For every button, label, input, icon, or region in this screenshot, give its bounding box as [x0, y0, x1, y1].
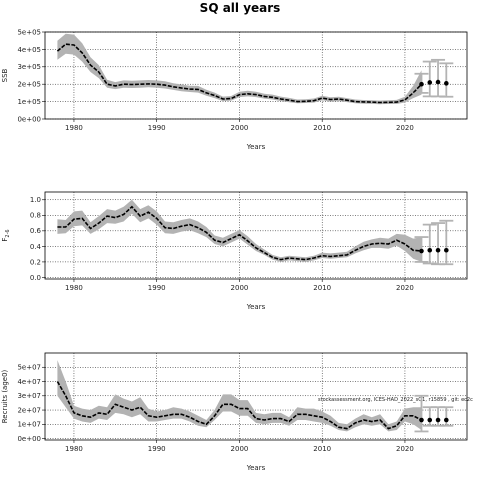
fbar-confidence-band [57, 199, 422, 262]
ssb-estimate-line [56, 43, 423, 104]
ssb-xlabel: Years [246, 143, 266, 151]
recruitment-panel: 1980 1990 2000 2010 2020 0e+00 1e+07 2e+07 3e+07… [1, 352, 468, 472]
fbar-xtick-label: 2010 [313, 284, 331, 292]
fbar-projection-point [444, 247, 449, 253]
fbar-xtick-label: 1990 [148, 284, 166, 292]
recruitment-ytick-label: 2e+07 [17, 406, 41, 414]
ssb-panel: 1980 1990 2000 2010 2020 0e+00 1e+05 2e+05 3e+05… [1, 28, 468, 151]
fbar-xtick-label: 1980 [65, 284, 83, 292]
recruitment-xtick-label: 2000 [231, 445, 249, 453]
fbar-xlabel: Years [246, 303, 266, 311]
recruitment-ytick-label: 0e+00 [17, 435, 41, 443]
fbar-ytick-label: 0.8 [30, 212, 41, 220]
ssb-projection-point [444, 81, 449, 86]
fbar-axes-frame [44, 191, 468, 280]
ssb-ytick-label: 4e+05 [17, 46, 41, 54]
ssb-ytick-label: 0e+00 [17, 115, 41, 123]
ssb-xtick-label: 1990 [148, 124, 166, 132]
recruitment-xlabel: Years [246, 464, 266, 472]
recruitment-ytick-label: 5e+07 [17, 364, 41, 372]
fbar-projection-point [419, 248, 424, 254]
fbar-ytick-label: 0.6 [30, 227, 42, 235]
credit-text: stockassessment.org, ICES-HAD_2022_sQ1, … [318, 397, 473, 403]
fbar-ytick-label: 1.0 [30, 196, 41, 204]
ssb-xtick-label: 1980 [65, 124, 83, 132]
recruitment-estimate-line [56, 381, 422, 430]
ssb-xtick-label: 2020 [396, 124, 414, 132]
recruitment-projection-point [427, 417, 433, 423]
fbar-projection-point [427, 247, 433, 253]
ssb-ytick-label: 3e+05 [17, 63, 41, 71]
fbar-estimate-line [57, 205, 422, 261]
fbar-ylabel-subscript: 2-6 [5, 229, 11, 237]
fbar-projection-point [435, 247, 441, 253]
ssb-ytick-label: 5e+05 [17, 28, 41, 36]
fbar-xtick-label: 2020 [396, 284, 414, 292]
recruitment-xtick-label: 2010 [313, 445, 331, 453]
recruitment-axes-frame [44, 352, 468, 441]
fbar-ylabel-main: F [1, 238, 9, 242]
recruitment-confidence-band [57, 360, 422, 432]
ssb-projection-point [427, 80, 433, 85]
fbar-panel: 1980 1990 2000 2010 2020 0.0 0.2 0.4 0.6 0.8 1.0 Ye… [1, 191, 468, 311]
fbar-ylabel: F2-6 [1, 229, 11, 241]
ssb-confidence-band [57, 33, 422, 105]
recruitment-xtick-label: 1980 [65, 445, 83, 453]
recruitment-ytick-label: 4e+07 [17, 378, 41, 386]
ssb-ylabel: SSB [1, 68, 9, 82]
ssb-xtick-label: 2000 [231, 124, 249, 132]
figure-title: SQ all years [200, 1, 281, 15]
ssb-xtick-label: 2010 [313, 124, 331, 132]
ssb-ytick-label: 2e+05 [17, 81, 41, 89]
fbar-xtick-label: 2000 [231, 284, 249, 292]
recruitment-xtick-label: 1990 [148, 445, 166, 453]
ssb-projection-point [435, 79, 441, 85]
fbar-ytick-label: 0.0 [30, 274, 41, 282]
recruitment-ytick-label: 3e+07 [17, 392, 41, 400]
fbar-ytick-label: 0.2 [30, 258, 41, 266]
recruitment-ytick-label: 1e+07 [17, 421, 41, 429]
recruitment-xtick-label: 2020 [396, 445, 414, 453]
fbar-ytick-label: 0.4 [30, 243, 42, 251]
recruitment-projection-point [419, 417, 424, 423]
recruitment-projection-point [444, 417, 449, 423]
recruitment-ylabel: Recruits (age0) [1, 369, 9, 423]
ssb-ytick-label: 1e+05 [17, 98, 41, 106]
ssb-projection-point [419, 81, 424, 87]
recruitment-projection-point [435, 417, 441, 423]
